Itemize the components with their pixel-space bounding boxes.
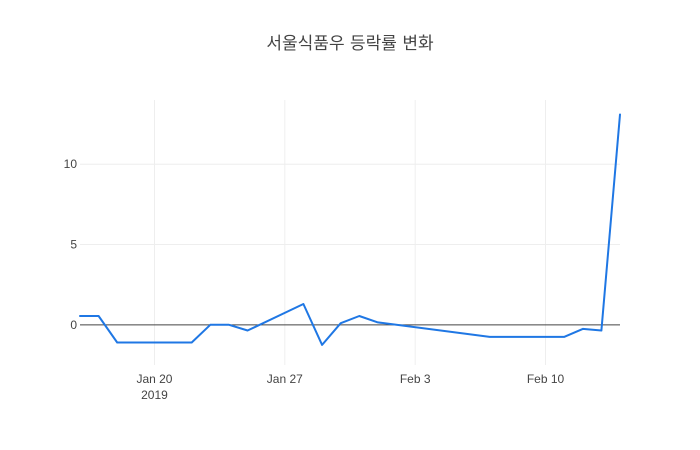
x-tick-year-label: 2019 bbox=[141, 388, 168, 402]
x-tick-label: Feb 3 bbox=[400, 372, 431, 386]
y-tick-label: 5 bbox=[70, 238, 77, 252]
grid bbox=[80, 100, 620, 365]
y-tick-label: 0 bbox=[70, 318, 77, 332]
chart-title: 서울식품우 등락률 변화 bbox=[266, 34, 434, 54]
series-layer bbox=[79, 113, 621, 346]
x-tick-label: Jan 27 bbox=[267, 372, 303, 386]
x-tick-label: Jan 20 bbox=[136, 372, 172, 386]
series-line bbox=[79, 113, 621, 346]
y-tick-label: 10 bbox=[64, 157, 78, 171]
axes: Jan 20 2019 Jan 27 Feb 3 Feb 10 0 5 10 bbox=[64, 157, 565, 402]
x-tick-label: Feb 10 bbox=[527, 372, 565, 386]
